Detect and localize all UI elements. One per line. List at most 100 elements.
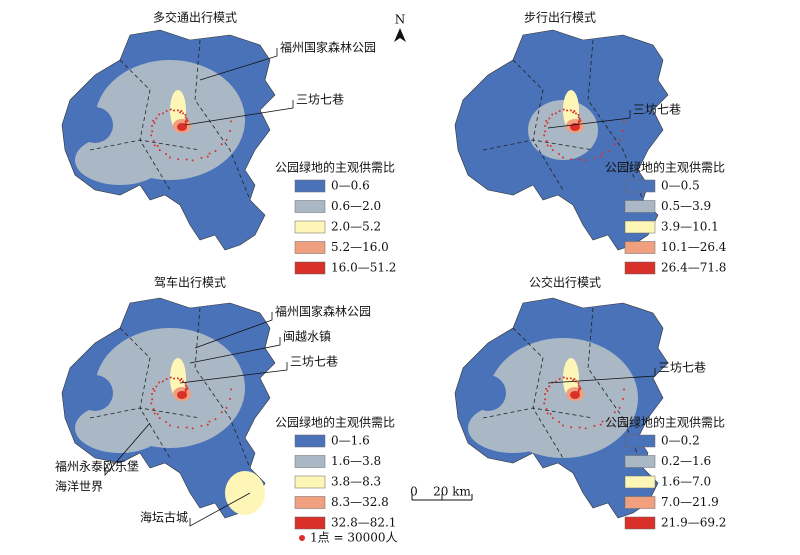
population-dot <box>150 402 153 405</box>
population-dot <box>551 417 554 420</box>
population-dot <box>225 406 228 409</box>
population-dot <box>549 413 552 416</box>
population-dot <box>579 387 582 390</box>
legend-label: 1.6—3.8 <box>331 454 381 468</box>
population-dot <box>545 407 548 410</box>
population-dot <box>558 378 561 381</box>
legend-label: 0—0.2 <box>661 434 700 448</box>
leader-line <box>547 110 631 129</box>
zone-blue <box>470 107 506 143</box>
population-dot <box>169 108 172 111</box>
population-dot <box>151 398 154 401</box>
population-dot <box>184 384 187 387</box>
population-dot <box>180 378 183 381</box>
population-dot <box>548 117 551 120</box>
legend-swatch <box>294 200 326 213</box>
population-dot <box>165 378 168 381</box>
district-boundary <box>482 39 644 201</box>
legend-swatch <box>624 261 656 275</box>
population-dot <box>593 424 596 427</box>
population-dot <box>179 111 182 114</box>
place-label: 三坊七巷 <box>633 102 681 117</box>
population-dot <box>613 143 616 146</box>
population-dot <box>577 388 580 391</box>
population-dot <box>554 380 557 383</box>
population-dot <box>161 380 164 383</box>
population-dot <box>543 402 546 405</box>
population-dot <box>578 158 581 161</box>
population-dot <box>165 153 168 156</box>
population-dot <box>577 121 580 124</box>
population-dot <box>230 388 233 391</box>
population-dot <box>543 134 546 137</box>
legend-label: 16.0—51.2 <box>331 261 396 275</box>
population-dot <box>161 112 164 115</box>
population-dot <box>549 145 552 148</box>
leader-line <box>189 492 251 527</box>
population-dot <box>566 109 569 112</box>
population-dot <box>570 158 573 161</box>
population-dot <box>156 413 159 416</box>
population-dot <box>208 420 211 423</box>
legend-label: 2.0—5.2 <box>331 220 381 234</box>
legend-label: 1.6—7.0 <box>661 475 711 489</box>
panel-title: 驾车出行模式 <box>154 275 226 290</box>
legend-swatch <box>624 220 656 234</box>
panel-title: 公交出行模式 <box>529 275 601 290</box>
population-dot <box>177 158 180 161</box>
place-label: 福州国家森林公园 <box>280 40 376 55</box>
population-dot <box>562 108 565 111</box>
population-dot <box>186 387 189 390</box>
population-dot <box>599 155 602 158</box>
population-dot <box>562 424 565 427</box>
population-dot <box>152 119 155 122</box>
population-dot <box>577 120 580 123</box>
legend-swatch <box>294 179 326 193</box>
population-dot <box>185 118 188 121</box>
population-dot <box>544 130 547 133</box>
population-dot <box>545 119 548 122</box>
legend-title: 公园绿地的主观供需比 <box>275 415 395 430</box>
population-dot <box>546 144 549 147</box>
population-dot <box>158 417 161 420</box>
place-label: 三坊七巷 <box>290 354 338 369</box>
population-dot <box>214 150 217 153</box>
population-dot <box>185 426 188 429</box>
population-dot <box>184 116 187 119</box>
zone-blue <box>470 375 506 411</box>
population-dot <box>153 144 156 147</box>
leader-line <box>199 48 278 81</box>
legend-label: 0.5—3.9 <box>661 199 711 213</box>
population-dot <box>184 121 187 124</box>
place-label: 闽越水镇 <box>283 330 331 344</box>
population-dot <box>150 134 153 137</box>
population-dot <box>546 389 549 392</box>
population-dot <box>177 426 180 429</box>
population-dot <box>572 379 575 382</box>
population-dot <box>621 129 624 132</box>
legend-label: 0.2—1.6 <box>661 454 711 468</box>
legend-label: 7.0—21.9 <box>661 495 719 509</box>
population-dot <box>569 377 572 380</box>
legend-swatch <box>294 241 326 254</box>
population-dot <box>151 130 154 133</box>
north-arrow <box>394 28 406 42</box>
population-dot <box>176 109 179 112</box>
leader-line <box>184 100 294 126</box>
population-dot <box>220 143 223 146</box>
population-dot <box>200 424 203 427</box>
population-dot <box>618 138 621 141</box>
population-dot <box>165 110 168 113</box>
population-dot <box>562 376 565 379</box>
leader-line <box>189 337 281 364</box>
legend-swatch <box>294 220 326 234</box>
population-dot <box>546 121 549 124</box>
zone-gray <box>75 135 165 185</box>
legend-swatch <box>294 475 326 489</box>
leader-line <box>547 368 656 384</box>
population-dot <box>184 389 187 392</box>
population-dot <box>169 376 172 379</box>
population-dot <box>558 110 561 113</box>
population-dot <box>584 427 587 430</box>
